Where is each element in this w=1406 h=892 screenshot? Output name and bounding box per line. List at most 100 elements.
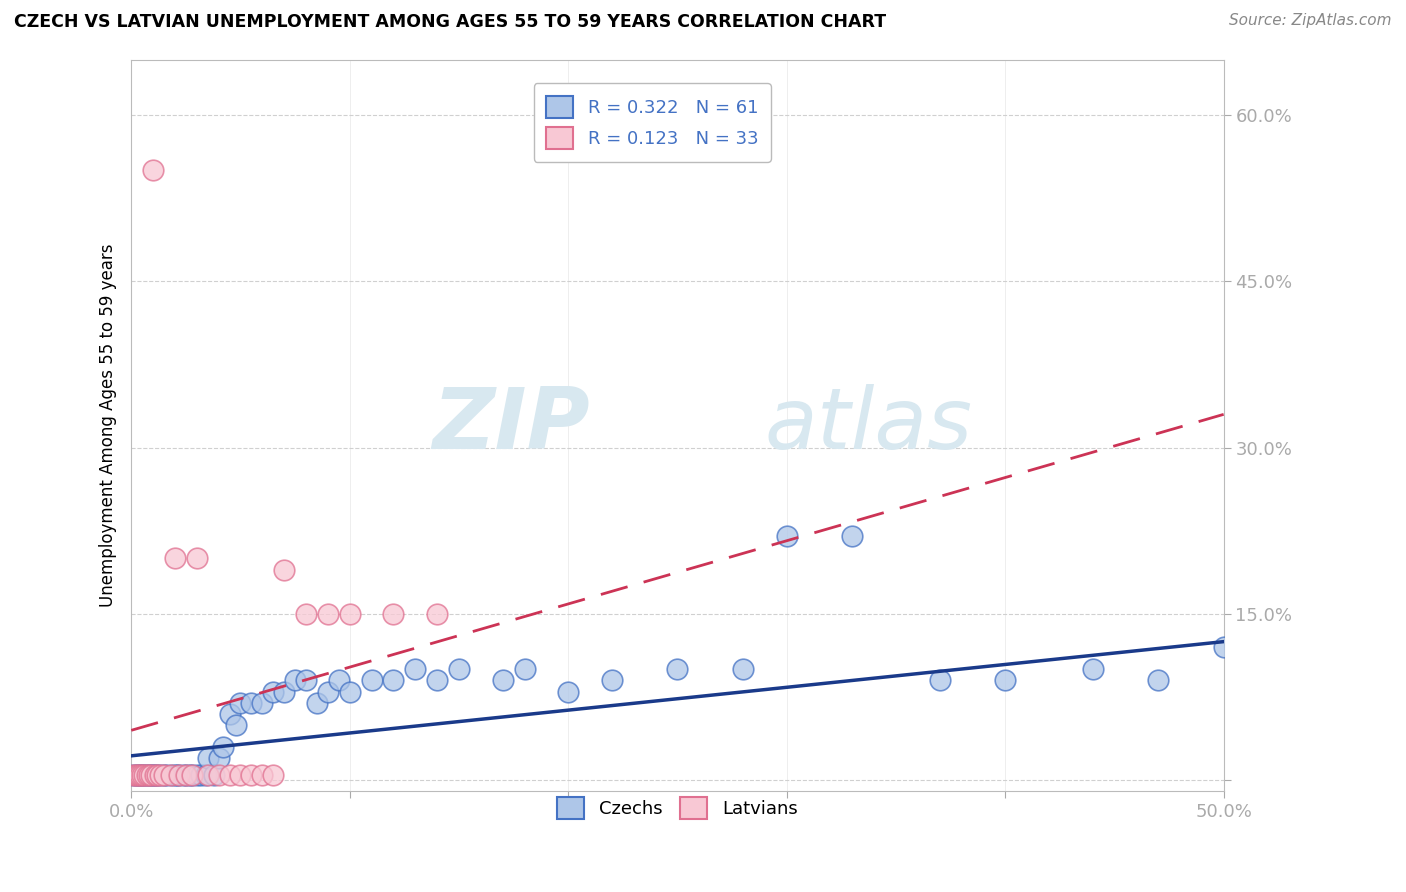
Point [166,767,188,781]
Point [129,767,152,781]
Point [135,767,157,781]
Point [181,767,204,781]
Point [174,767,197,781]
Point [339,684,361,698]
Point [142,163,165,178]
Text: ZIP: ZIP [433,384,591,467]
Point [295,607,318,621]
Text: Source: ZipAtlas.com: Source: ZipAtlas.com [1229,13,1392,29]
Point [127,767,149,781]
Point [138,767,160,781]
Point [426,673,449,688]
Point [1212,640,1234,655]
Point [252,767,274,781]
Point [841,529,863,543]
Point [169,767,191,781]
Point [124,767,146,781]
Point [138,767,160,781]
Point [122,767,145,781]
Point [328,673,350,688]
Point [731,662,754,676]
Point [382,673,405,688]
Point [557,684,579,698]
Point [426,607,449,621]
Point [153,767,176,781]
Point [208,751,231,765]
Point [229,767,252,781]
Point [186,551,208,566]
Point [240,696,263,710]
Point [181,767,204,781]
Point [190,767,212,781]
Point [229,696,252,710]
Point [666,662,689,676]
Point [252,696,274,710]
Point [179,767,201,781]
Point [186,767,208,781]
Point [174,767,197,781]
Point [163,551,186,566]
Y-axis label: Unemployment Among Ages 55 to 59 years: Unemployment Among Ages 55 to 59 years [100,244,117,607]
Point [305,696,328,710]
Point [284,673,307,688]
Point [382,607,405,621]
Point [197,751,219,765]
Point [492,673,515,688]
Point [212,739,235,754]
Point [776,529,799,543]
Point [240,767,263,781]
Point [134,767,156,781]
Point [1147,673,1170,688]
Point [262,767,284,781]
Point [155,767,177,781]
Point [163,767,186,781]
Point [127,767,149,781]
Point [149,767,172,781]
Point [129,767,152,781]
Point [139,767,162,781]
Point [143,767,166,781]
Point [360,673,382,688]
Point [262,684,284,698]
Point [316,607,339,621]
Point [131,767,153,781]
Point [153,767,176,781]
Point [139,767,162,781]
Point [122,767,145,781]
Point [159,767,181,781]
Point [134,767,156,781]
Point [404,662,426,676]
Point [447,662,470,676]
Point [273,563,295,577]
Legend: Czechs, Latvians: Czechs, Latvians [550,789,804,826]
Text: atlas: atlas [765,384,973,467]
Point [1081,662,1104,676]
Point [135,767,157,781]
Point [273,684,295,698]
Point [149,767,172,781]
Point [928,673,950,688]
Point [197,767,219,781]
Point [218,767,240,781]
Point [202,767,225,781]
Point [159,767,181,781]
Point [218,706,240,721]
Point [124,767,146,781]
Point [316,684,339,698]
Point [600,673,623,688]
Point [146,767,169,781]
Point [131,767,153,781]
Point [994,673,1017,688]
Point [295,673,318,688]
Point [225,718,247,732]
Point [142,767,165,781]
Point [143,767,166,781]
Point [208,767,231,781]
Point [194,767,217,781]
Point [339,607,361,621]
Point [146,767,169,781]
Point [169,767,191,781]
Point [173,767,195,781]
Point [513,662,536,676]
Text: CZECH VS LATVIAN UNEMPLOYMENT AMONG AGES 55 TO 59 YEARS CORRELATION CHART: CZECH VS LATVIAN UNEMPLOYMENT AMONG AGES… [14,13,886,31]
